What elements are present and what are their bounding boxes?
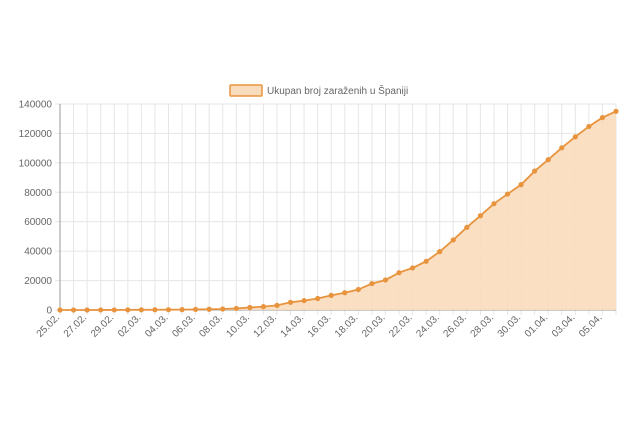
data-point[interactable] bbox=[342, 290, 348, 296]
data-point[interactable] bbox=[165, 307, 172, 313]
x-tick-label: 02.03. bbox=[116, 312, 143, 339]
x-tick-label: 29.02. bbox=[89, 312, 116, 339]
data-point[interactable] bbox=[274, 302, 280, 308]
x-tick-label: 08.03. bbox=[197, 312, 224, 339]
y-tick-label: 60000 bbox=[24, 217, 52, 228]
data-point[interactable] bbox=[396, 270, 402, 276]
y-tick-label: 140000 bbox=[19, 100, 53, 111]
data-point[interactable] bbox=[301, 297, 307, 304]
data-point[interactable] bbox=[504, 191, 511, 197]
x-tick-label: 18.03. bbox=[333, 312, 360, 339]
y-axis: 0 20000 40000 60000 80000 100000 120000 140000 bbox=[19, 100, 61, 317]
data-point[interactable] bbox=[545, 157, 551, 163]
x-tick-label: 10.03. bbox=[225, 312, 252, 339]
data-point[interactable] bbox=[477, 213, 483, 219]
data-point[interactable] bbox=[70, 307, 77, 313]
x-tick-label: 05.04. bbox=[577, 312, 604, 339]
data-point[interactable] bbox=[206, 306, 212, 312]
data-point[interactable] bbox=[193, 306, 199, 313]
x-tick-label: 30.03. bbox=[496, 312, 523, 339]
series-area bbox=[60, 111, 616, 310]
data-point[interactable] bbox=[423, 258, 429, 264]
data-point[interactable] bbox=[518, 182, 524, 188]
data-point[interactable] bbox=[315, 295, 321, 302]
x-tick-label: 20.03. bbox=[360, 312, 387, 339]
y-tick-label: 80000 bbox=[24, 188, 52, 199]
data-point[interactable] bbox=[599, 114, 606, 121]
data-point[interactable] bbox=[179, 307, 185, 313]
y-tick-label: 20000 bbox=[24, 276, 52, 287]
x-tick-label: 01.04. bbox=[523, 312, 550, 339]
x-tick-label: 27.02. bbox=[62, 312, 89, 339]
x-tick-label: 24.03. bbox=[414, 312, 441, 339]
x-tick-label: 28.03. bbox=[469, 312, 496, 339]
data-point[interactable] bbox=[464, 224, 470, 230]
x-tick-label: 06.03. bbox=[170, 312, 197, 339]
x-tick-label: 14.03. bbox=[279, 312, 306, 339]
x-tick-label: 04.03. bbox=[143, 312, 170, 339]
data-point[interactable] bbox=[328, 292, 334, 298]
y-tick-label: 120000 bbox=[19, 129, 53, 140]
data-point[interactable] bbox=[409, 265, 416, 271]
data-point[interactable] bbox=[57, 307, 63, 313]
x-tick-label: 16.03. bbox=[306, 312, 333, 339]
x-tick-label: 26.03. bbox=[442, 312, 469, 339]
data-point[interactable] bbox=[355, 286, 361, 293]
legend-swatch bbox=[229, 84, 263, 97]
data-point[interactable] bbox=[491, 201, 497, 207]
data-point[interactable] bbox=[220, 306, 226, 312]
data-points bbox=[57, 108, 619, 313]
data-point[interactable] bbox=[572, 134, 578, 140]
data-point[interactable] bbox=[111, 307, 117, 313]
data-point[interactable] bbox=[586, 123, 592, 130]
data-point[interactable] bbox=[233, 305, 239, 312]
data-point[interactable] bbox=[98, 307, 104, 313]
data-point[interactable] bbox=[613, 108, 619, 114]
data-point[interactable] bbox=[369, 280, 375, 287]
y-tick-label: 0 bbox=[46, 306, 52, 317]
x-tick-label: 22.03. bbox=[387, 312, 414, 339]
data-point[interactable] bbox=[247, 304, 253, 311]
y-tick-label: 40000 bbox=[24, 247, 52, 258]
x-tick-label: 12.03. bbox=[252, 312, 279, 339]
data-point[interactable] bbox=[287, 299, 294, 305]
data-point[interactable] bbox=[125, 307, 131, 313]
data-point[interactable] bbox=[84, 307, 90, 313]
data-point[interactable] bbox=[152, 307, 158, 313]
data-point[interactable] bbox=[450, 237, 456, 243]
legend-label: Ukupan broj zaraženih u Španiji bbox=[267, 84, 408, 97]
data-point[interactable] bbox=[260, 304, 267, 310]
data-point[interactable] bbox=[559, 145, 565, 151]
data-point[interactable] bbox=[437, 249, 443, 255]
x-tick-label: 03.04. bbox=[550, 312, 577, 339]
data-point[interactable] bbox=[382, 277, 389, 283]
data-point[interactable] bbox=[138, 307, 144, 313]
data-point[interactable] bbox=[532, 168, 538, 174]
x-axis: 25.02. 27.02. 29.02. 02.03. 04.03. 06.03. 08.0… bbox=[35, 309, 616, 340]
legend[interactable]: Ukupan broj zaraženih u Španiji bbox=[229, 84, 408, 97]
y-tick-label: 100000 bbox=[19, 158, 53, 169]
